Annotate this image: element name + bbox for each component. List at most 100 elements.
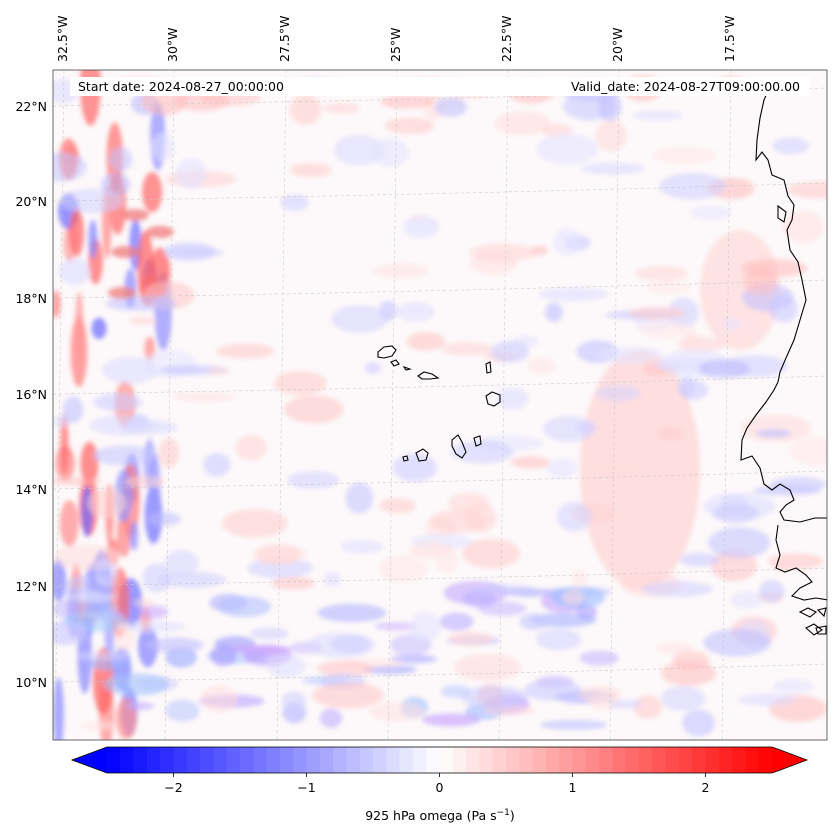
island-sao-nicolau <box>417 371 440 380</box>
colorbar-tick-label: 2 <box>702 780 710 795</box>
island-bijagos-2 <box>805 623 823 636</box>
island-fogo <box>415 448 429 462</box>
omega-field <box>53 70 827 740</box>
colorbar-segment <box>439 747 454 773</box>
lat-label: 12°N <box>15 579 47 594</box>
colorbar-segment <box>639 747 653 773</box>
lat-label: 14°N <box>15 482 47 497</box>
colorbar-segment <box>306 747 321 773</box>
parallel-line <box>53 182 827 202</box>
island-bijagos-1 <box>798 607 817 618</box>
colorbar-segment <box>572 747 587 773</box>
colorbar-segment <box>146 747 161 773</box>
start-date-label: Start date: 2024-08-27_00:00:00 <box>78 79 284 94</box>
colorbar-segment <box>545 747 560 773</box>
colorbar-segment <box>732 747 746 773</box>
island-bijagos-3 <box>816 607 827 618</box>
gridlines <box>53 70 827 740</box>
colorbar-segment <box>519 747 534 773</box>
colorbar-segment <box>213 747 228 773</box>
africa-coastline-south <box>775 524 827 601</box>
colorbar-segment <box>426 747 441 773</box>
valid-date-label: Valid_date: 2024-08-27T09:00:00.00 <box>571 79 800 94</box>
colorbar-segment <box>373 747 387 773</box>
island-maio <box>473 435 482 447</box>
lon-label: 20°W <box>610 27 625 62</box>
colorbar-segment <box>745 747 760 773</box>
island-brava <box>402 455 409 462</box>
colorbar-segment <box>173 747 188 773</box>
lat-label: 16°N <box>15 387 47 402</box>
colorbar-segment <box>293 747 308 773</box>
colorbar-segment <box>253 747 268 773</box>
lon-label: 25°W <box>388 27 403 62</box>
latitude-labels: 22°N 20°N 18°N 16°N 14°N 12°N 10°N <box>15 99 47 690</box>
colorbar: −2 −1 0 1 2 925 hPa omega (Pa s−1) <box>70 746 809 823</box>
map-frame <box>52 69 828 741</box>
longitude-labels: 32.5°W 30°W 27.5°W 25°W 22.5°W 20°W 17.5… <box>55 16 737 62</box>
island-boa-vista <box>485 391 501 407</box>
colorbar-segment <box>466 747 480 773</box>
island-sao-vicente <box>390 359 400 367</box>
colorbar-segment <box>319 747 334 773</box>
colorbar-outline <box>70 746 809 774</box>
colorbar-tick-label: 0 <box>436 780 444 795</box>
colorbar-segment <box>386 747 401 773</box>
colorbar-segment <box>346 747 361 773</box>
meridian-line <box>721 70 732 740</box>
colorbar-segment <box>492 747 507 773</box>
colorbar-segment <box>333 747 347 773</box>
colorbar-segment <box>665 747 680 773</box>
parallel-line <box>53 567 827 587</box>
colorbar-segment <box>279 747 294 773</box>
colorbar-segment <box>678 747 693 773</box>
meridian-line <box>609 70 620 740</box>
colorbar-segment <box>625 747 640 773</box>
colorbar-segment <box>692 747 707 773</box>
coastlines <box>377 85 827 636</box>
colorbar-label-sup: −1 <box>497 808 510 818</box>
colorbar-segment <box>186 747 201 773</box>
parallel-line <box>53 663 827 683</box>
colorbar-segment <box>120 747 135 773</box>
meridian-line <box>164 70 175 740</box>
colorbar-segment <box>160 747 175 773</box>
lat-label: 10°N <box>15 675 47 690</box>
colorbar-segment <box>266 747 281 773</box>
colorbar-segment <box>200 747 214 773</box>
parallel-line <box>53 279 827 299</box>
island-santiago <box>451 434 467 459</box>
meridian-line <box>276 70 287 740</box>
lon-label: 22.5°W <box>499 16 514 62</box>
lat-label: 22°N <box>15 99 47 114</box>
colorbar-extend-min <box>72 747 107 773</box>
lat-label: 18°N <box>15 291 47 306</box>
colorbar-segments <box>107 747 773 773</box>
meridian-line <box>54 70 65 740</box>
meridian-line <box>498 70 509 740</box>
header-box <box>70 77 810 96</box>
colorbar-segment <box>452 747 467 773</box>
island-bijagos-4 <box>815 625 827 635</box>
colorbar-segment <box>359 747 374 773</box>
island-santo-antao <box>377 345 397 359</box>
colorbar-segment <box>240 747 254 773</box>
colorbar-tick-label: −1 <box>297 780 315 795</box>
colorbar-segment <box>479 747 494 773</box>
island-santa-luzia <box>402 365 412 371</box>
map-panel: Start date: 2024-08-27_00:00:00 Valid_da… <box>52 69 828 741</box>
colorbar-segment <box>133 747 148 773</box>
colorbar-ticks: −2 −1 0 1 2 <box>164 773 709 795</box>
colorbar-segment <box>412 747 427 773</box>
parallel-line <box>53 87 827 107</box>
colorbar-tick-label: −2 <box>164 780 182 795</box>
colorbar-segment <box>705 747 720 773</box>
colorbar-segment <box>532 747 547 773</box>
colorbar-segment <box>758 747 773 773</box>
colorbar-segment <box>506 747 520 773</box>
colorbar-segment <box>399 747 414 773</box>
colorbar-label-main: 925 hPa omega (Pa s <box>365 808 496 823</box>
parallel-line <box>53 470 827 490</box>
